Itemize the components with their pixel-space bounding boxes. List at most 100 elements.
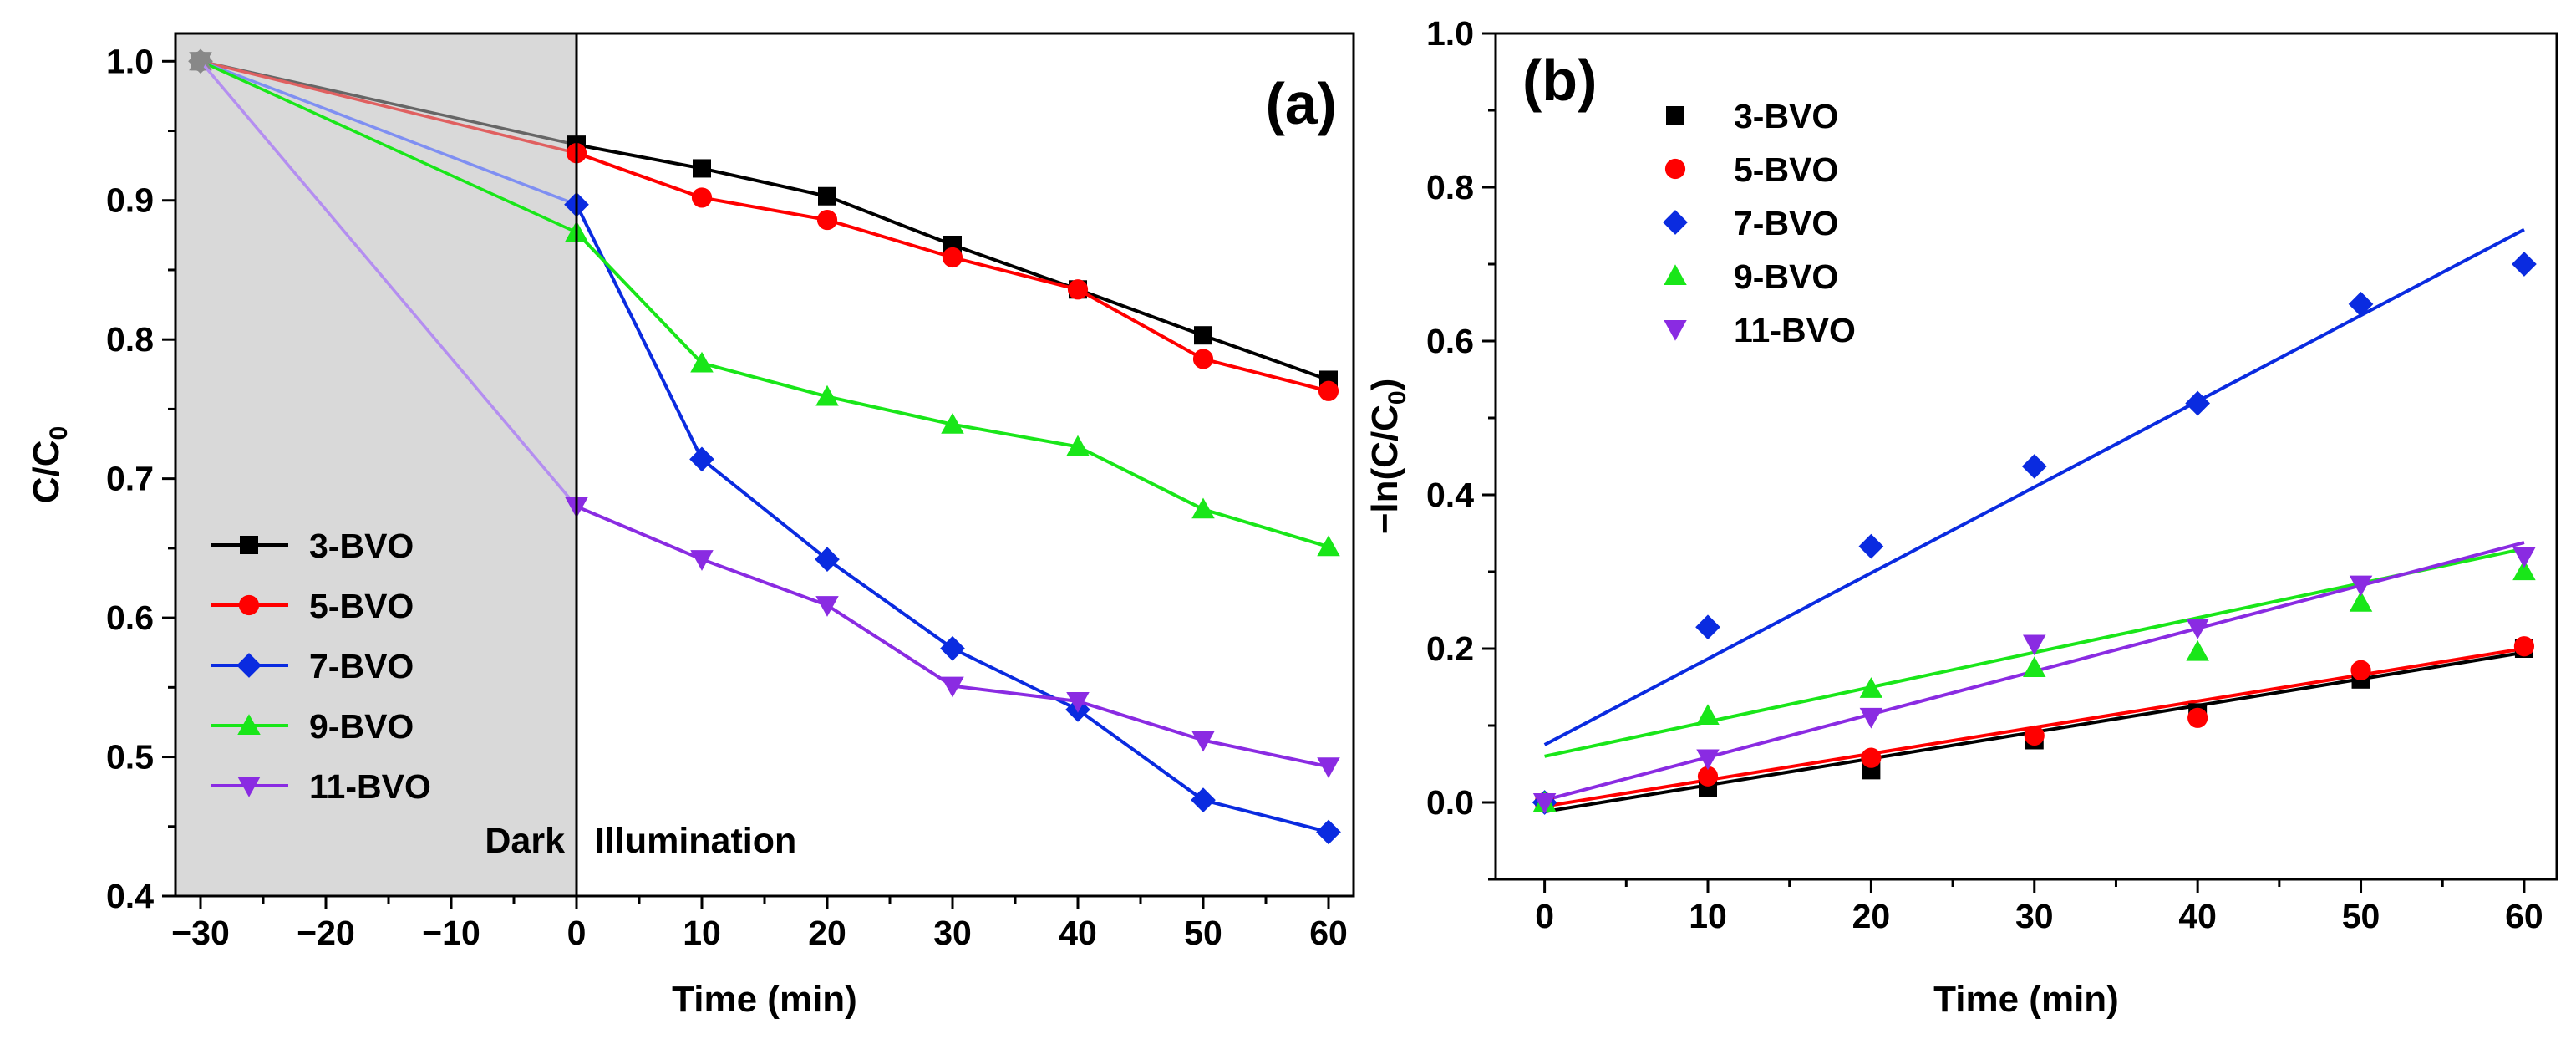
legend-marker xyxy=(1666,106,1684,125)
y-tick-label: 0.8 xyxy=(106,320,154,359)
x-tick-label: 10 xyxy=(683,914,721,952)
legend-marker xyxy=(240,536,258,554)
legend-marker xyxy=(237,714,261,735)
legend-label: 3-BVO xyxy=(309,527,414,565)
series-line xyxy=(576,151,1329,393)
panel-b-ticks: 0 10 20 30 40 50 60 0.0 0.2 0.4 0.6 0.8 1.0 xyxy=(1426,14,2543,935)
dark-region-shading xyxy=(175,33,577,896)
x-tick-label: 20 xyxy=(1852,897,1891,935)
panel-b-y-axis-title-end: ) xyxy=(1364,379,1405,391)
data-point xyxy=(1316,819,1341,845)
data-point xyxy=(2350,660,2371,680)
legend-marker xyxy=(236,653,262,678)
data-point xyxy=(1696,704,1720,726)
data-point xyxy=(940,635,965,661)
legend-marker xyxy=(1663,210,1688,235)
x-tick-label: 30 xyxy=(933,914,972,952)
x-tick-label: −10 xyxy=(422,914,480,952)
legend-marker xyxy=(237,777,261,797)
panel-a-legend: 3-BVO 5-BVO 7-BVO 9-BVO 11-BVO xyxy=(211,527,431,806)
panel-a-chart: −30 −20 −10 0 10 20 30 40 50 60 0.4 0.5 0.6 0.7 0.8 0.9… xyxy=(26,32,1355,1020)
panel-a-x-axis-title: Time (min) xyxy=(672,979,857,1020)
data-point xyxy=(1859,707,1883,729)
data-point xyxy=(1859,677,1883,698)
legend-label: 7-BVO xyxy=(1734,204,1838,242)
panel-a-y-axis-title-subscript: 0 xyxy=(45,426,73,441)
data-point xyxy=(815,384,839,406)
panel-b-chart: 0 10 20 30 40 50 60 0.0 0.2 0.4 0.6 0.8 1.0 (b) Time… xyxy=(1364,14,2558,1020)
x-tick-label: 20 xyxy=(808,914,846,952)
legend-marker xyxy=(1664,320,1687,341)
data-point xyxy=(2512,559,2536,581)
data-point xyxy=(2023,656,2046,677)
legend-label: 11-BVO xyxy=(1734,311,1856,349)
series-11-bvo xyxy=(189,52,1340,778)
legend-item-7-bvo: 7-BVO xyxy=(1663,204,1838,242)
legend-item-11-bvo: 11-BVO xyxy=(1664,311,1856,349)
illumination-label: Illumination xyxy=(595,821,796,861)
data-point xyxy=(1192,349,1214,369)
y-tick-label: 0.8 xyxy=(1426,168,1474,206)
panel-b-x-axis-title: Time (min) xyxy=(1933,979,2119,1020)
panel-a-label: (a) xyxy=(1265,71,1337,136)
panel-b-y-axis-title-subscript: 0 xyxy=(1384,390,1411,405)
y-tick-label: 1.0 xyxy=(1426,14,1474,53)
data-point xyxy=(1066,435,1090,456)
legend-label: 5-BVO xyxy=(309,587,414,625)
y-tick-label: 1.0 xyxy=(106,42,154,80)
data-point xyxy=(941,412,964,434)
data-point xyxy=(189,52,212,74)
panel-a-y-axis-title: C/C0 xyxy=(26,426,73,503)
x-tick-label: 0 xyxy=(1535,897,1554,935)
data-point xyxy=(815,596,839,617)
data-point xyxy=(2023,634,2046,656)
series-line-dark-segment xyxy=(200,59,577,155)
data-point xyxy=(2185,390,2211,416)
dark-label: Dark xyxy=(485,821,565,861)
legend-marker xyxy=(1664,158,1686,180)
legend-item-3-bvo: 3-BVO xyxy=(1666,97,1838,135)
data-point xyxy=(693,159,711,178)
y-tick-label: 0.4 xyxy=(106,877,154,915)
legend-label: 7-BVO xyxy=(309,647,414,685)
series-line xyxy=(575,203,1329,834)
data-point xyxy=(1317,535,1340,557)
data-point xyxy=(1191,731,1215,752)
legend-item-11-bvo: 11-BVO xyxy=(211,767,431,806)
panel-a-y-axis-title-main: C/C xyxy=(26,440,67,503)
panel-b-y-axis-title: −ln(C/C0) xyxy=(1364,379,1411,535)
data-point xyxy=(1861,747,1882,768)
data-point xyxy=(1695,614,1720,640)
series-line-dark-segment xyxy=(200,59,577,234)
data-point xyxy=(1066,691,1090,713)
legend-item-7-bvo: 7-BVO xyxy=(211,647,414,685)
panel-b-legend: 3-BVO 5-BVO 7-BVO 9-BVO 11-BVO xyxy=(1663,97,1856,349)
data-point xyxy=(818,186,836,206)
x-tick-label: 0 xyxy=(567,914,587,952)
x-tick-label: 60 xyxy=(2505,897,2543,935)
panel-b-y-axis-title-main: −ln(C/C xyxy=(1364,405,1405,534)
legend-marker xyxy=(1664,264,1687,285)
data-point xyxy=(1532,793,1557,814)
panel-b-label: (b) xyxy=(1522,48,1597,113)
data-point xyxy=(690,550,714,571)
data-point xyxy=(941,676,964,698)
panel-a-ticks: −30 −20 −10 0 10 20 30 40 50 60 0.4 0.5 0.6 0.7 0.8 0.9… xyxy=(106,42,1348,952)
legend-item-9-bvo: 9-BVO xyxy=(211,707,414,746)
data-point xyxy=(1067,279,1089,300)
data-point xyxy=(816,209,838,231)
data-point xyxy=(1317,757,1340,778)
x-tick-label: 50 xyxy=(2342,897,2380,935)
y-tick-label: 0.9 xyxy=(106,181,154,220)
legend-label: 5-BVO xyxy=(1734,150,1838,189)
legend-marker xyxy=(238,594,260,616)
legend-item-5-bvo: 5-BVO xyxy=(211,587,414,625)
legend-item-9-bvo: 9-BVO xyxy=(1664,257,1838,296)
data-point xyxy=(815,547,840,573)
y-tick-label: 0.0 xyxy=(1426,783,1474,822)
legend-label: 11-BVO xyxy=(309,767,431,806)
y-tick-label: 0.7 xyxy=(106,460,154,498)
series-9-bvo xyxy=(1532,559,2536,812)
panel-b-fit-lines xyxy=(1543,227,2525,814)
